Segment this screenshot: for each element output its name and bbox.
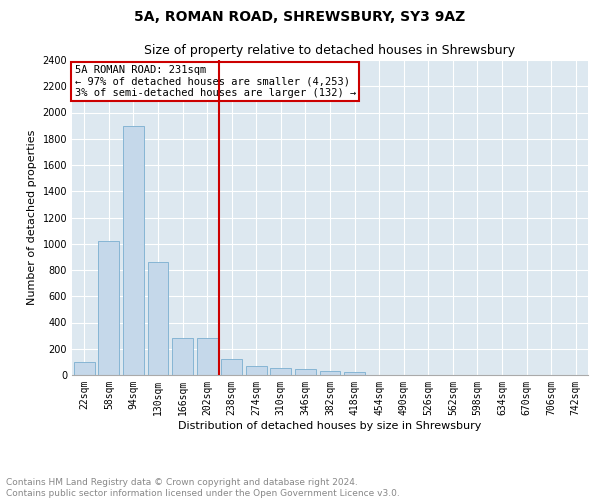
Text: 5A, ROMAN ROAD, SHREWSBURY, SY3 9AZ: 5A, ROMAN ROAD, SHREWSBURY, SY3 9AZ bbox=[134, 10, 466, 24]
X-axis label: Distribution of detached houses by size in Shrewsbury: Distribution of detached houses by size … bbox=[178, 420, 482, 430]
Bar bbox=[246, 366, 267, 375]
Bar bbox=[123, 126, 144, 375]
Text: Contains HM Land Registry data © Crown copyright and database right 2024.
Contai: Contains HM Land Registry data © Crown c… bbox=[6, 478, 400, 498]
Y-axis label: Number of detached properties: Number of detached properties bbox=[27, 130, 37, 305]
Bar bbox=[344, 372, 365, 375]
Title: Size of property relative to detached houses in Shrewsbury: Size of property relative to detached ho… bbox=[145, 44, 515, 58]
Bar bbox=[197, 338, 218, 375]
Bar bbox=[98, 241, 119, 375]
Text: 5A ROMAN ROAD: 231sqm
← 97% of detached houses are smaller (4,253)
3% of semi-de: 5A ROMAN ROAD: 231sqm ← 97% of detached … bbox=[74, 64, 356, 98]
Bar bbox=[320, 371, 340, 375]
Bar bbox=[74, 362, 95, 375]
Bar bbox=[271, 368, 292, 375]
Bar bbox=[295, 369, 316, 375]
Bar bbox=[172, 338, 193, 375]
Bar bbox=[148, 262, 169, 375]
Bar bbox=[221, 359, 242, 375]
